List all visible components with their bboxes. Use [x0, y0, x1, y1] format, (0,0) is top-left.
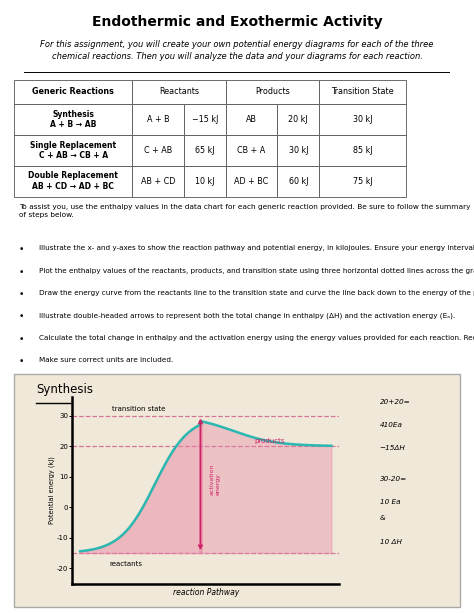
Text: •: •: [18, 245, 24, 254]
Text: 10 ΔH: 10 ΔH: [380, 539, 401, 544]
Bar: [132, 104, 183, 135]
Text: Draw the energy curve from the reactants line to the transition state and curve : Draw the energy curve from the reactants…: [39, 290, 474, 296]
Text: 60 kJ: 60 kJ: [289, 177, 308, 186]
Bar: [14, 135, 132, 166]
Text: A + B: A + B: [146, 115, 169, 124]
Bar: [183, 135, 226, 166]
Text: activation
energy: activation energy: [210, 464, 221, 495]
Text: Make sure correct units are included.: Make sure correct units are included.: [39, 357, 173, 363]
Bar: [14, 104, 132, 135]
Text: Double Replacement
AB + CD → AD + BC: Double Replacement AB + CD → AD + BC: [28, 172, 118, 191]
Text: •: •: [18, 313, 24, 321]
Text: 30 kJ: 30 kJ: [353, 115, 373, 124]
Text: Illustrate double-headed arrows to represent both the total change in enthalpy (: Illustrate double-headed arrows to repre…: [39, 313, 455, 319]
Text: Synthesis: Synthesis: [36, 383, 93, 396]
Bar: [14, 166, 132, 197]
Bar: [319, 80, 406, 104]
Text: Illustrate the x- and y-axes to show the reaction pathway and potential energy, : Illustrate the x- and y-axes to show the…: [39, 245, 474, 251]
Text: To assist you, use the enthalpy values in the data chart for each generic reacti: To assist you, use the enthalpy values i…: [18, 204, 470, 218]
Bar: [226, 104, 277, 135]
Text: Synthesis
A + B → AB: Synthesis A + B → AB: [50, 110, 96, 129]
Text: 410Ea: 410Ea: [380, 422, 402, 428]
Text: Products: Products: [255, 88, 290, 96]
Text: 20+20=: 20+20=: [380, 399, 410, 405]
Bar: [132, 80, 226, 104]
Text: &: &: [380, 516, 385, 521]
Text: reactants: reactants: [109, 561, 142, 566]
Text: CB + A: CB + A: [237, 146, 265, 155]
Text: Reactants: Reactants: [159, 88, 199, 96]
Y-axis label: Potential energy (kJ): Potential energy (kJ): [49, 457, 55, 524]
Bar: [277, 104, 319, 135]
Text: Plot the enthalpy values of the reactants, products, and transition state using : Plot the enthalpy values of the reactant…: [39, 268, 474, 273]
Text: 85 kJ: 85 kJ: [353, 146, 373, 155]
Text: AB + CD: AB + CD: [141, 177, 175, 186]
Text: Transition State: Transition State: [331, 88, 394, 96]
Text: C + AB: C + AB: [144, 146, 172, 155]
Bar: [277, 135, 319, 166]
Bar: [132, 166, 183, 197]
Text: 20 kJ: 20 kJ: [289, 115, 308, 124]
Text: •: •: [18, 268, 24, 276]
Text: 10 Ea: 10 Ea: [380, 499, 400, 505]
Text: Calculate the total change in enthalpy and the activation energy using the energ: Calculate the total change in enthalpy a…: [39, 335, 474, 341]
Text: Endothermic and Exothermic Activity: Endothermic and Exothermic Activity: [91, 15, 383, 29]
Bar: [277, 166, 319, 197]
Text: −15 kJ: −15 kJ: [191, 115, 218, 124]
Text: •: •: [18, 290, 24, 299]
Text: Single Replacement
C + AB → CB + A: Single Replacement C + AB → CB + A: [30, 140, 116, 161]
Text: products: products: [254, 438, 284, 444]
Text: transition state: transition state: [112, 406, 166, 412]
Text: 75 kJ: 75 kJ: [353, 177, 373, 186]
Text: AB: AB: [246, 115, 257, 124]
Text: Generic Reactions: Generic Reactions: [32, 88, 114, 96]
Text: AD + BC: AD + BC: [234, 177, 269, 186]
Bar: [183, 104, 226, 135]
Bar: [319, 104, 406, 135]
Bar: [226, 135, 277, 166]
Text: •: •: [18, 357, 24, 366]
Bar: [183, 166, 226, 197]
Text: 30 kJ: 30 kJ: [289, 146, 308, 155]
Bar: [319, 135, 406, 166]
Bar: [14, 80, 132, 104]
Text: 65 kJ: 65 kJ: [195, 146, 215, 155]
Text: 10 kJ: 10 kJ: [195, 177, 214, 186]
X-axis label: reaction Pathway: reaction Pathway: [173, 588, 239, 596]
Text: −15ΔH: −15ΔH: [380, 446, 405, 451]
Bar: [319, 166, 406, 197]
Bar: [226, 166, 277, 197]
Text: •: •: [18, 335, 24, 344]
Text: For this assignment, you will create your own potential energy diagrams for each: For this assignment, you will create you…: [40, 40, 434, 61]
Text: 30-20=: 30-20=: [380, 476, 407, 482]
Bar: [226, 80, 319, 104]
Bar: [132, 135, 183, 166]
